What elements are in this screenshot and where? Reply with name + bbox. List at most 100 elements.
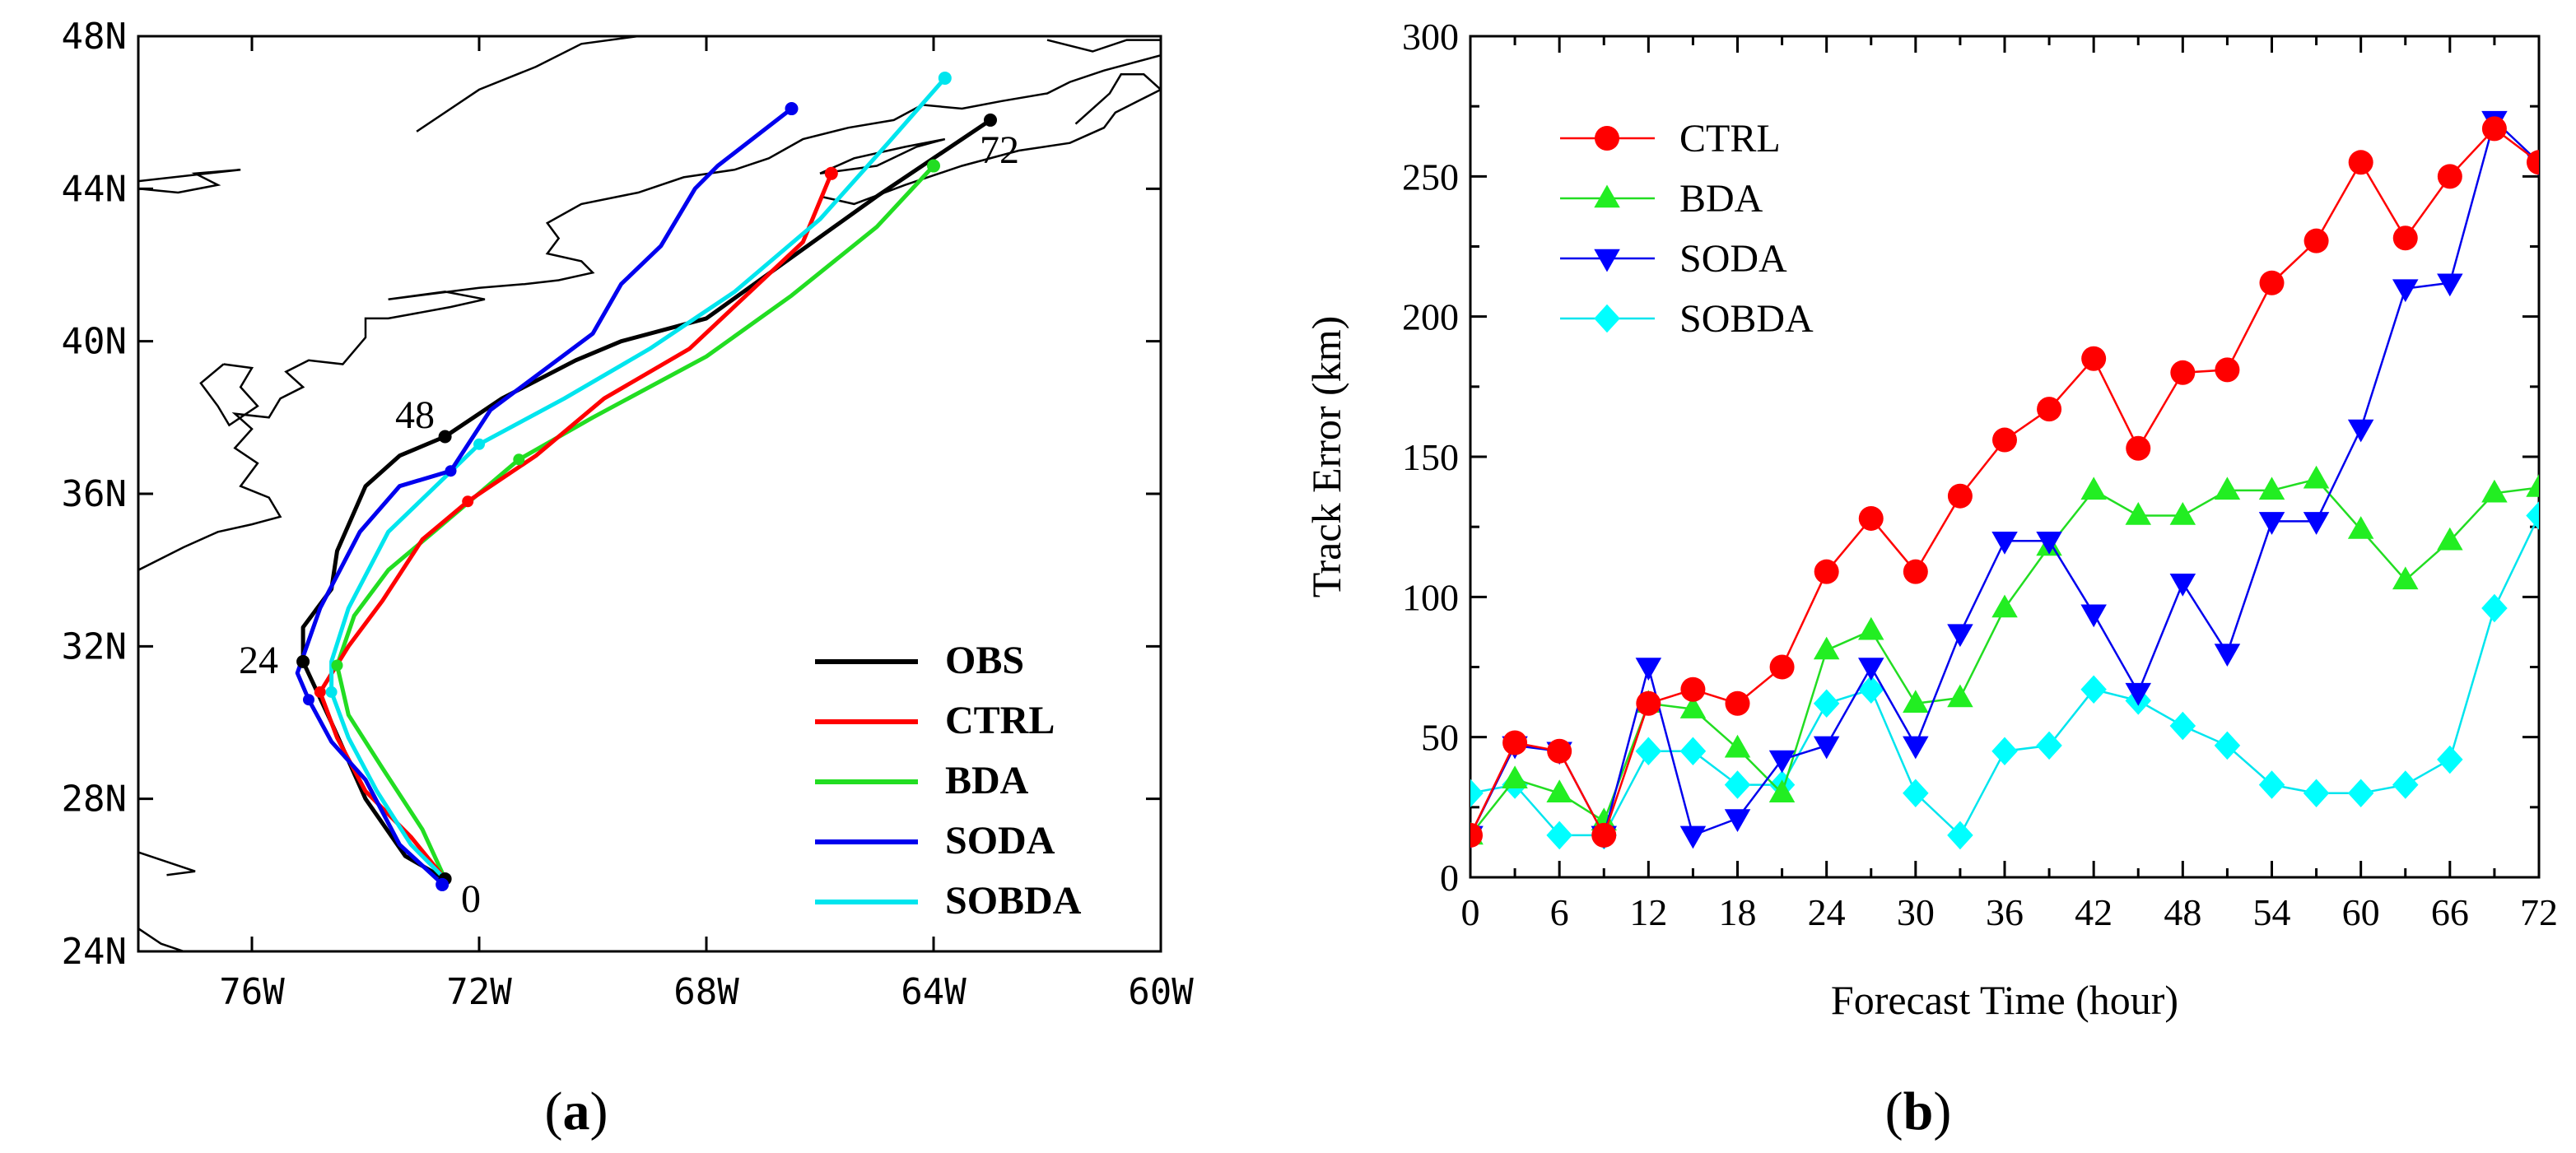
data-point-bda — [1546, 779, 1572, 802]
legend-marker-ctrl — [1595, 126, 1619, 151]
data-point-bda — [1947, 684, 1973, 708]
track-point-soda — [303, 694, 314, 706]
y-tick-label: 200 — [1402, 296, 1459, 338]
lon-tick-label: 76W — [219, 971, 285, 1013]
coast-segment — [1046, 39, 1161, 53]
x-tick-label: 54 — [2253, 891, 2291, 933]
data-point-sobda — [1903, 779, 1929, 807]
data-point-soda — [2392, 279, 2419, 303]
data-point-sobda — [2080, 675, 2107, 704]
track-end-ctrl — [824, 166, 838, 180]
lon-tick-label: 64W — [901, 971, 967, 1013]
data-point-bda — [1768, 779, 1796, 802]
plot-ticks — [1469, 35, 2541, 879]
legend-label-sobda: SOBDA — [945, 879, 1082, 923]
track-end-sobda — [938, 71, 952, 85]
hour-label: 48 — [395, 393, 435, 437]
map-tick-labels: 76W 72W 68W 64W 60W 24N 28N 32N 36N 40N 44N 48N — [62, 16, 1195, 1013]
data-point-sobda — [2303, 779, 2330, 807]
track-lines — [295, 71, 997, 891]
x-tick-label: 72 — [2520, 891, 2558, 933]
data-point-ctrl — [1502, 730, 1528, 755]
coast-segment — [416, 36, 639, 133]
legend-label-bda: BDA — [945, 759, 1029, 802]
legend-label-sobda: SOBDA — [1679, 297, 1814, 341]
track-point-sobda — [325, 686, 338, 698]
data-point-ctrl — [2037, 397, 2062, 422]
data-point-soda — [1724, 809, 1751, 832]
track-point-soda — [445, 465, 457, 477]
y-tick-label: 250 — [1402, 156, 1459, 198]
data-point-sobda — [1724, 770, 1751, 799]
data-point-sobda — [1947, 821, 1973, 850]
data-point-bda — [1502, 765, 1528, 788]
coast-segment — [138, 928, 184, 951]
data-point-bda — [2169, 502, 2196, 525]
coast-segment — [199, 363, 259, 427]
lat-tick-label: 48N — [62, 16, 127, 58]
panel-a-label: (a) — [545, 1081, 608, 1141]
data-point-soda — [2080, 604, 2107, 628]
lat-tick-label: 24N — [62, 931, 127, 973]
track-point-bda — [331, 659, 343, 672]
series-ctrl — [1470, 116, 2539, 848]
data-point-ctrl — [2303, 228, 2329, 253]
data-point-soda — [1768, 750, 1796, 774]
legend-label-soda: SODA — [1679, 237, 1787, 281]
data-point-sobda — [2437, 745, 2463, 774]
lon-tick-label: 68W — [673, 971, 739, 1013]
data-point-bda — [1724, 734, 1751, 758]
data-point-ctrl — [1947, 483, 1973, 509]
data-point-ctrl — [1636, 690, 1661, 716]
data-point-bda — [2347, 516, 2374, 539]
map-ticks — [138, 35, 1162, 953]
y-tick-label: 0 — [1440, 857, 1459, 899]
data-point-sobda — [2526, 501, 2539, 530]
y-tick-label: 100 — [1402, 576, 1459, 618]
data-point-ctrl — [1858, 505, 1884, 531]
error-series — [1470, 110, 2539, 850]
data-point-ctrl — [2126, 435, 2151, 461]
y-tick-label: 300 — [1402, 16, 1459, 58]
x-tick-label: 24 — [1808, 891, 1846, 933]
y-tick-label: 150 — [1402, 436, 1459, 478]
lat-tick-label: 36N — [62, 473, 127, 515]
data-point-sobda — [2036, 731, 2062, 760]
data-point-sobda — [2169, 711, 2196, 741]
obs-hour-marker — [438, 430, 452, 444]
data-point-ctrl — [2392, 225, 2418, 251]
track-error-panel: 0 6 12 18 24 30 36 42 48 54 60 66 72 0 50 100 150 200 250 3… — [1303, 16, 2558, 1141]
track-obs — [300, 118, 993, 881]
data-point-bda — [2214, 477, 2241, 500]
data-point-ctrl — [1725, 690, 1750, 716]
data-point-ctrl — [2527, 150, 2539, 175]
data-point-soda — [1858, 658, 1884, 681]
data-point-bda — [2258, 477, 2285, 500]
lat-tick-label: 40N — [62, 321, 127, 363]
legend-label-ctrl: CTRL — [945, 699, 1055, 742]
plot-legend: CTRL BDA SODA SOBDA — [1560, 117, 1814, 341]
data-point-bda — [2437, 527, 2463, 551]
data-point-sobda — [2392, 770, 2419, 799]
data-point-sobda — [1813, 689, 1840, 718]
data-point-sobda — [2481, 593, 2508, 623]
data-point-ctrl — [1591, 822, 1617, 848]
data-point-bda — [1679, 695, 1707, 718]
data-point-soda — [2214, 644, 2241, 667]
legend-label-bda: BDA — [1679, 177, 1763, 221]
data-point-ctrl — [2081, 346, 2107, 371]
data-point-soda — [2125, 682, 2151, 706]
data-point-bda — [2481, 479, 2508, 503]
map-legend: OBS CTRL BDA SODA SOBDA — [815, 639, 1082, 923]
data-point-ctrl — [2170, 360, 2196, 385]
plot-tick-labels: 0 6 12 18 24 30 36 42 48 54 60 66 72 0 50 100 150 200 250 3… — [1402, 16, 2558, 933]
track-end-bda — [927, 159, 940, 173]
data-point-soda — [1635, 658, 1662, 681]
lon-tick-label: 72W — [446, 971, 512, 1013]
legend-marker-soda — [1594, 249, 1620, 272]
track-ctrl — [318, 171, 834, 881]
data-point-ctrl — [1547, 738, 1572, 764]
data-point-ctrl — [1769, 654, 1795, 680]
track-point-bda — [513, 453, 525, 466]
data-point-soda — [1679, 825, 1707, 849]
